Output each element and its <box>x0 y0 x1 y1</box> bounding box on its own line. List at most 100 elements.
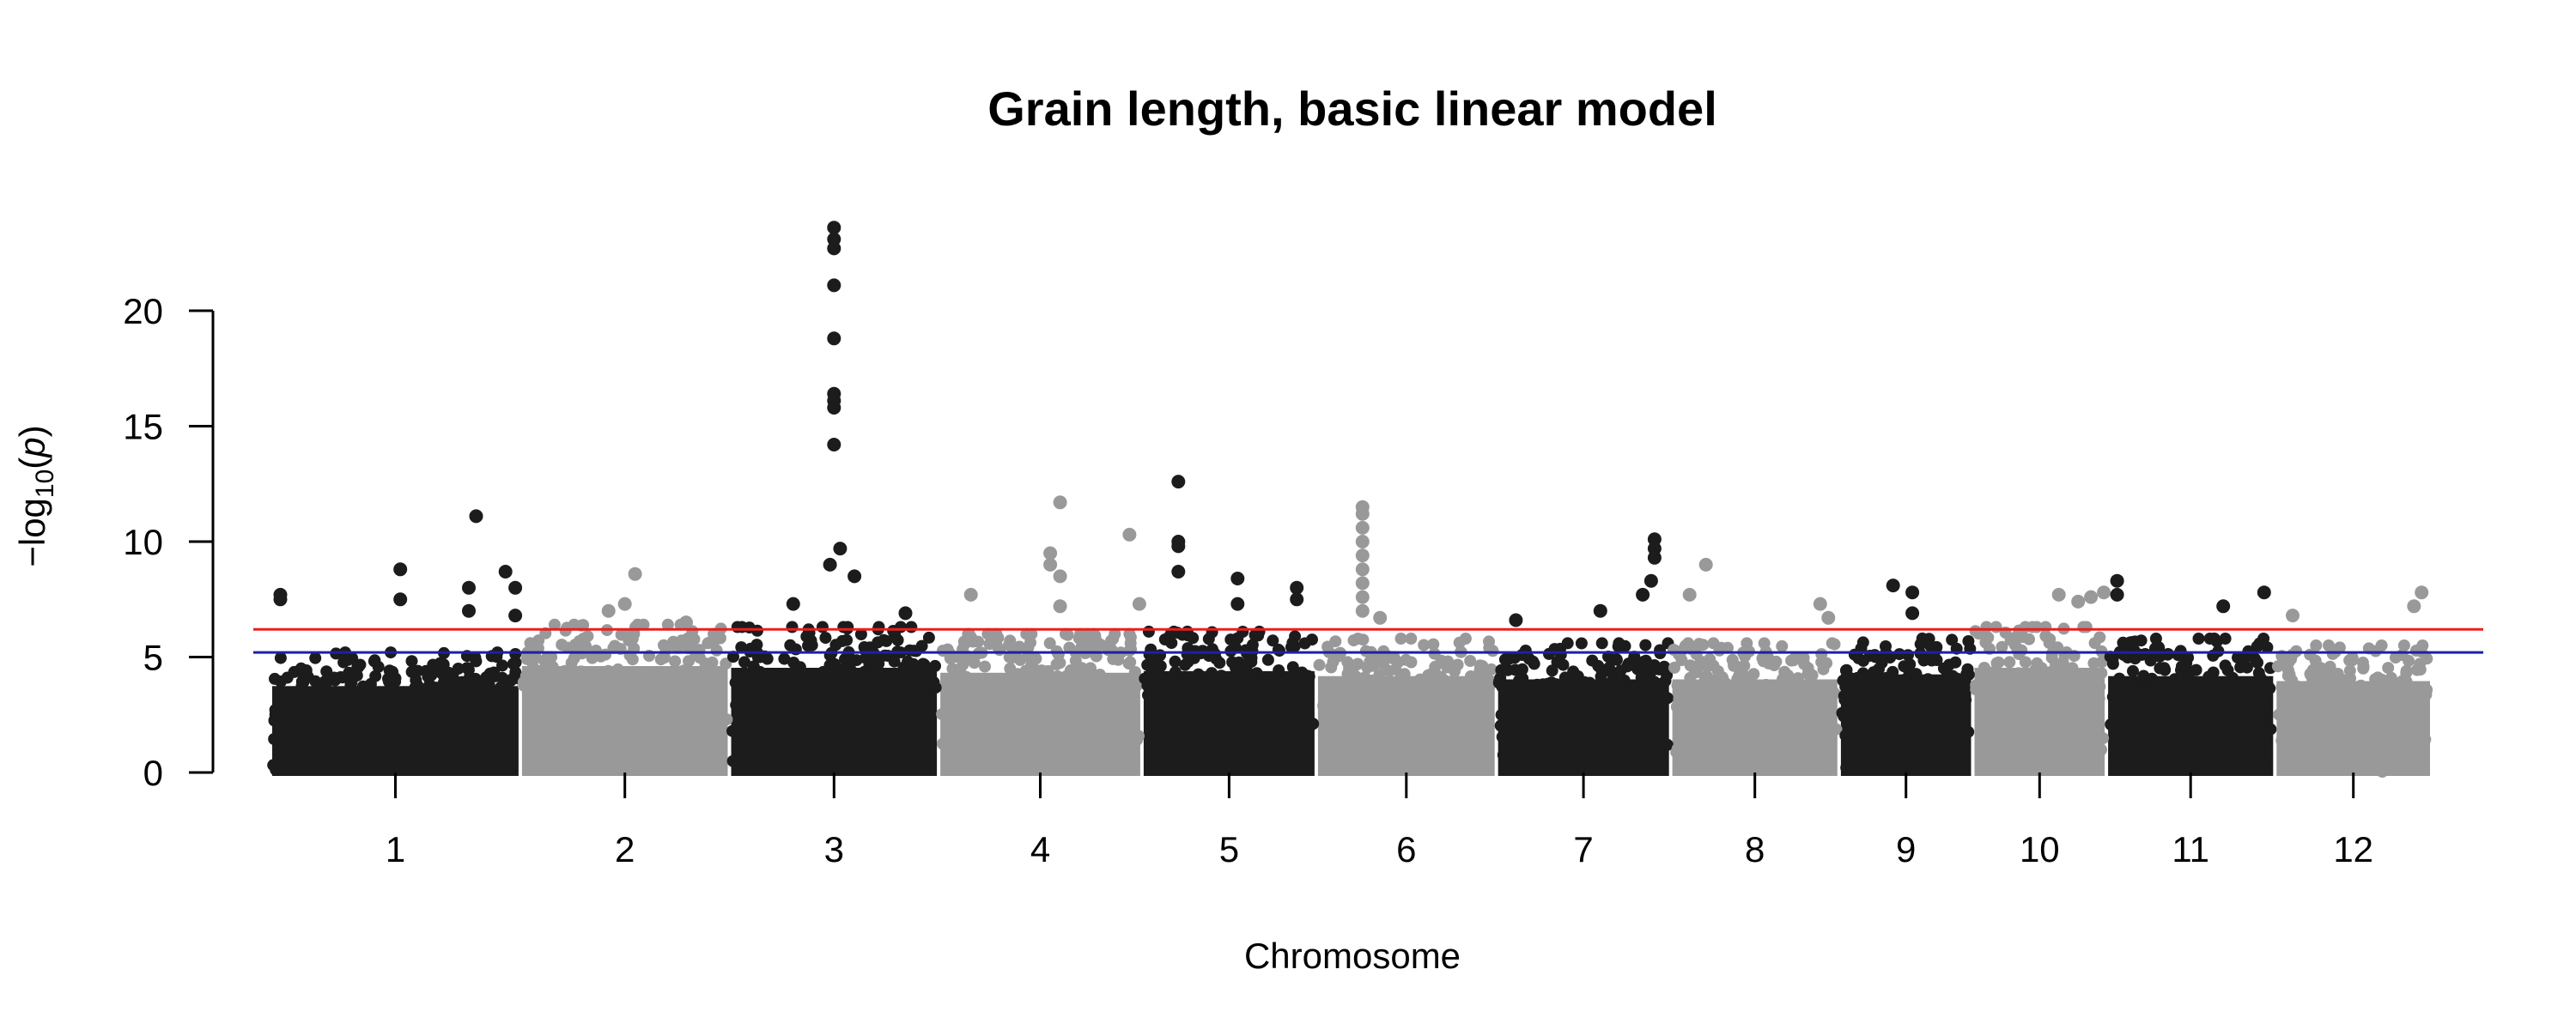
chr3-point <box>730 699 743 712</box>
chr3-point <box>829 639 842 651</box>
chr2-point <box>615 673 628 686</box>
chr5-point <box>1300 730 1313 742</box>
chr4-point <box>1045 690 1058 703</box>
chr11-point <box>2196 704 2209 717</box>
chr3-point <box>863 658 876 670</box>
chr1-point <box>355 720 368 733</box>
chr11-point <box>2151 724 2163 737</box>
chr2-point <box>577 619 590 632</box>
chr10-point <box>2058 648 2071 661</box>
chr5-point <box>1187 632 1200 645</box>
chr2-point <box>620 629 633 642</box>
chr3-point <box>929 682 942 694</box>
chr6-point <box>1442 718 1455 731</box>
chr1-point <box>460 730 472 743</box>
chr4-point <box>1117 702 1130 715</box>
chr5-point <box>1171 688 1183 701</box>
chr1-point <box>495 684 508 697</box>
chr8-point <box>1819 726 1832 739</box>
chr3-point <box>852 730 865 743</box>
chr6-point <box>1366 674 1379 687</box>
chr1-point <box>483 667 496 680</box>
chr5-point <box>1145 686 1158 699</box>
chr3-point <box>726 724 738 737</box>
chr10-point <box>1982 631 1995 644</box>
chr5-point <box>1282 746 1295 759</box>
chr2-point <box>539 653 552 666</box>
chr6-peak-point <box>1355 603 1370 618</box>
chr6-point <box>1405 713 1417 726</box>
chr11-point <box>2135 700 2148 712</box>
chr3-point <box>747 763 760 776</box>
chr3-point <box>914 688 927 700</box>
chr10-point <box>2081 685 2093 698</box>
chr8-point <box>1741 687 1754 700</box>
chr6-point <box>1463 721 1475 734</box>
chr6-point <box>1364 655 1376 668</box>
chr12-point <box>2371 731 2384 744</box>
chr9-point <box>1848 678 1861 691</box>
chr12-point <box>2282 663 2294 676</box>
chr3-point <box>820 680 833 693</box>
chr5-point <box>1158 633 1171 645</box>
chr3-point <box>735 688 748 700</box>
chr11-point <box>2229 694 2242 707</box>
chart-title: Grain length, basic linear model <box>987 82 1717 136</box>
chr3-point <box>889 627 901 640</box>
chr6-point <box>1400 732 1413 745</box>
chr1-point <box>321 751 334 764</box>
chr7-point <box>1546 664 1558 677</box>
chr4-point <box>1051 670 1064 682</box>
chr6-point <box>1346 671 1359 684</box>
chr10-point <box>2003 656 2016 669</box>
chr6-point <box>1357 633 1370 646</box>
chr4-point <box>1095 731 1108 744</box>
chr7-point <box>1643 716 1656 728</box>
chr3-point <box>778 652 791 665</box>
chr8-point <box>1715 641 1728 654</box>
chr8-point <box>1801 702 1814 715</box>
chr2-point <box>628 718 640 731</box>
chr12-point <box>2364 756 2377 768</box>
chr4-point <box>1043 637 1056 650</box>
chr5-peak-point <box>1290 580 1304 595</box>
chr2-point <box>578 633 591 646</box>
chr8-point <box>1674 688 1687 700</box>
chr4-point <box>981 627 994 640</box>
chr9-point <box>1883 683 1896 696</box>
chr11-point <box>2137 670 2150 682</box>
chr11-point <box>2243 719 2256 732</box>
chr7-point <box>1523 704 1536 717</box>
chr1-point <box>309 675 322 688</box>
chr10-point <box>1990 621 2002 633</box>
chr9-point <box>1956 675 1969 688</box>
chr6-point <box>1455 708 1467 721</box>
chr12-point <box>2328 715 2341 728</box>
chr12-point <box>2330 692 2343 705</box>
chr5-peak-point <box>1290 592 1304 607</box>
chr10-point <box>2058 690 2071 703</box>
chr5-point <box>1194 722 1206 735</box>
chr4-point <box>956 682 968 694</box>
chr3-point <box>903 697 916 710</box>
chr6-point <box>1449 687 1461 700</box>
chr2-point <box>633 755 646 768</box>
chr3-point <box>801 742 814 755</box>
y-axis-label-prefix: −log <box>12 498 52 567</box>
chr1-point <box>476 693 489 706</box>
chr7-point <box>1546 720 1558 733</box>
chr7-point <box>1505 715 1518 728</box>
chr11-point <box>2123 683 2136 696</box>
chr4-point <box>1048 719 1061 732</box>
chr11-point <box>2238 690 2251 703</box>
chr2-point <box>641 735 653 748</box>
chr4-point <box>1068 691 1080 704</box>
chr2-point <box>696 758 709 771</box>
chr4-peak-point <box>1132 597 1146 611</box>
chr5-peak-point <box>1230 597 1245 611</box>
chr1-point <box>345 706 358 719</box>
chr8-point <box>1703 740 1716 753</box>
chr1-point <box>405 655 418 668</box>
chr1-point <box>402 694 415 706</box>
